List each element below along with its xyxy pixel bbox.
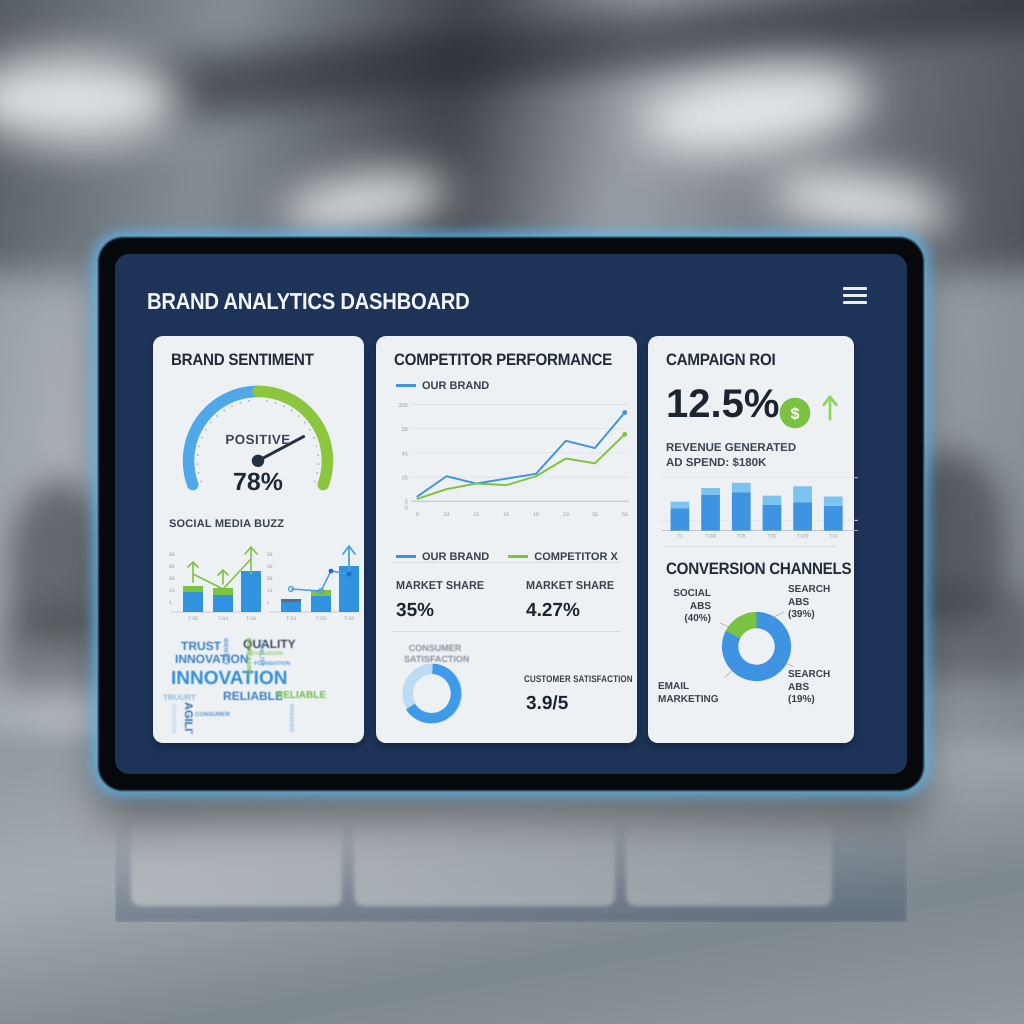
svg-text:45: 45 bbox=[401, 451, 407, 457]
svg-text:25: 25 bbox=[401, 475, 407, 481]
svg-text:15: 15 bbox=[169, 588, 175, 594]
svg-text:5: 5 bbox=[416, 512, 419, 518]
svg-text:T100: T100 bbox=[797, 533, 809, 539]
svg-text:5: 5 bbox=[405, 500, 408, 506]
svg-text:T-26: T-26 bbox=[344, 616, 354, 622]
svg-text:16: 16 bbox=[533, 512, 539, 518]
svg-text:POSITIVE: POSITIVE bbox=[225, 432, 290, 447]
svg-text:10: 10 bbox=[563, 512, 569, 518]
svg-text:T-04: T-04 bbox=[218, 616, 228, 622]
svg-text:T15: T15 bbox=[737, 533, 746, 539]
svg-text:T-08: T-08 bbox=[246, 616, 256, 622]
svg-text:86: 86 bbox=[267, 564, 273, 570]
svg-text:15: 15 bbox=[503, 512, 509, 518]
svg-text:15: 15 bbox=[473, 512, 479, 518]
svg-text:50: 50 bbox=[622, 512, 628, 518]
svg-text:86: 86 bbox=[169, 564, 175, 570]
svg-text:36: 36 bbox=[401, 427, 407, 433]
svg-text:T10: T10 bbox=[829, 533, 838, 539]
svg-text:78%: 78% bbox=[233, 468, 283, 496]
svg-text:33: 33 bbox=[444, 512, 450, 518]
svg-text:33: 33 bbox=[592, 512, 598, 518]
svg-text:T-08: T-08 bbox=[188, 616, 198, 622]
svg-text:T1: T1 bbox=[677, 533, 684, 539]
svg-text:88: 88 bbox=[169, 576, 175, 582]
svg-text:T-2G: T-2G bbox=[315, 616, 326, 622]
svg-text:0: 0 bbox=[405, 505, 408, 511]
svg-text:$: $ bbox=[791, 405, 800, 423]
svg-text:88: 88 bbox=[267, 576, 273, 582]
svg-text:T-24: T-24 bbox=[286, 616, 296, 622]
svg-text:T100: T100 bbox=[705, 533, 717, 539]
svg-text:300: 300 bbox=[398, 403, 408, 409]
svg-text:1: 1 bbox=[169, 600, 172, 606]
svg-text:68: 68 bbox=[169, 552, 175, 558]
svg-text:15: 15 bbox=[267, 588, 273, 594]
svg-text:T30: T30 bbox=[768, 533, 777, 539]
svg-text:68: 68 bbox=[267, 552, 273, 558]
svg-text:c: c bbox=[267, 600, 270, 606]
